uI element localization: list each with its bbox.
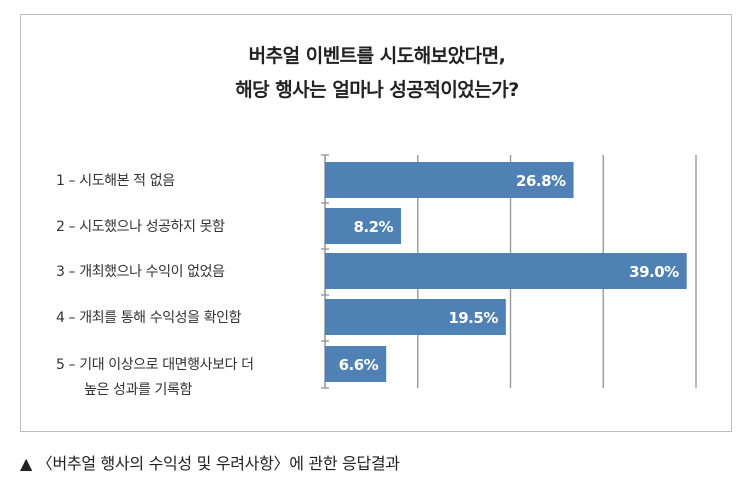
bar	[325, 299, 506, 335]
bar	[325, 208, 402, 244]
category-label: 높은 성과를 기록함	[84, 382, 192, 398]
data-label: 26.8%	[516, 172, 566, 190]
data-label: 6.6%	[339, 356, 379, 374]
category-label: 5 – 기대 이상으로 대면행사보다 더	[56, 357, 254, 373]
data-label: 19.5%	[448, 309, 498, 327]
category-label: 2 – 시도했으나 성공하지 못함	[56, 219, 225, 235]
data-label: 8.2%	[353, 218, 393, 236]
category-label: 3 – 개최했으나 수익이 없었음	[56, 264, 225, 280]
figure-caption: ▲ 〈버추얼 행사의 수익성 및 우려사항〉에 관한 응답결과	[20, 454, 400, 473]
bar	[325, 253, 687, 289]
category-label: 4 – 개최를 통해 수익성을 확인함	[56, 310, 242, 326]
chart-title-line1: 버추얼 이벤트를 시도해보았다면,	[248, 45, 506, 67]
bar	[325, 346, 387, 382]
bar	[325, 162, 574, 198]
category-label: 1 – 시도해본 적 없음	[56, 173, 175, 189]
data-label: 39.0%	[629, 263, 679, 281]
chart-title-line2: 해당 행사는 얼마나 성공적이었는가?	[235, 79, 519, 101]
